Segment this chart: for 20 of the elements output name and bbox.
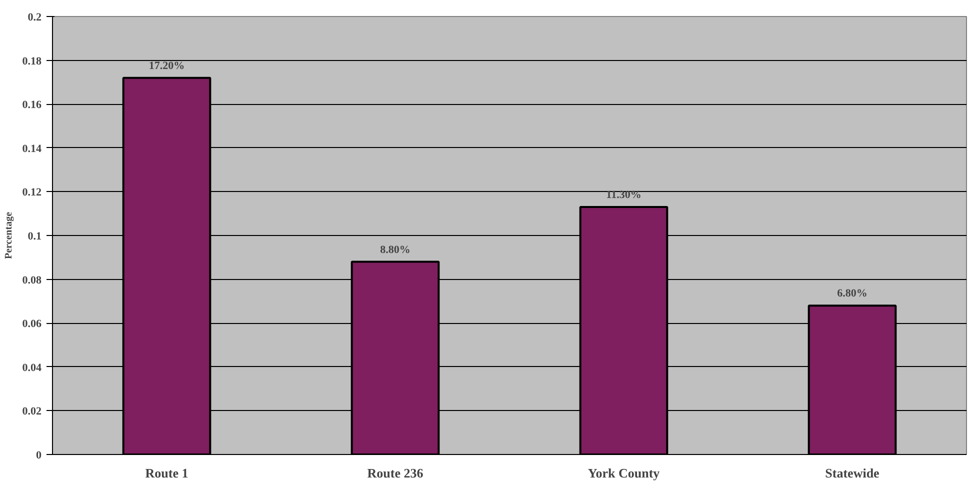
y-tick-label: 0.08: [22, 274, 42, 286]
x-tick-label: Statewide: [825, 466, 880, 480]
data-label: 17.20%: [148, 60, 185, 72]
y-tick-label: 0.16: [22, 99, 42, 112]
y-axis-title: Percentage: [3, 211, 14, 260]
y-tick-label: 0: [36, 450, 42, 462]
data-label: 11.30%: [606, 189, 642, 202]
y-tick-label: 0.06: [22, 318, 42, 330]
y-tick-label: 0.2: [28, 12, 42, 24]
y-tick-label: 0.18: [22, 55, 42, 68]
y-tick-label: 0.04: [22, 362, 42, 374]
y-tick-label: 0.02: [22, 406, 42, 418]
data-label: 8.80%: [380, 244, 410, 256]
y-tick-label: 0.12: [22, 186, 42, 199]
data-label: 6.80%: [837, 288, 868, 300]
x-tick-label: Route 1: [145, 466, 188, 480]
y-tick-label: 0.14: [22, 142, 42, 155]
x-tick-label: Route 236: [367, 466, 424, 480]
x-tick-label: York County: [588, 466, 660, 480]
y-tick-label: 0.1: [28, 230, 42, 242]
